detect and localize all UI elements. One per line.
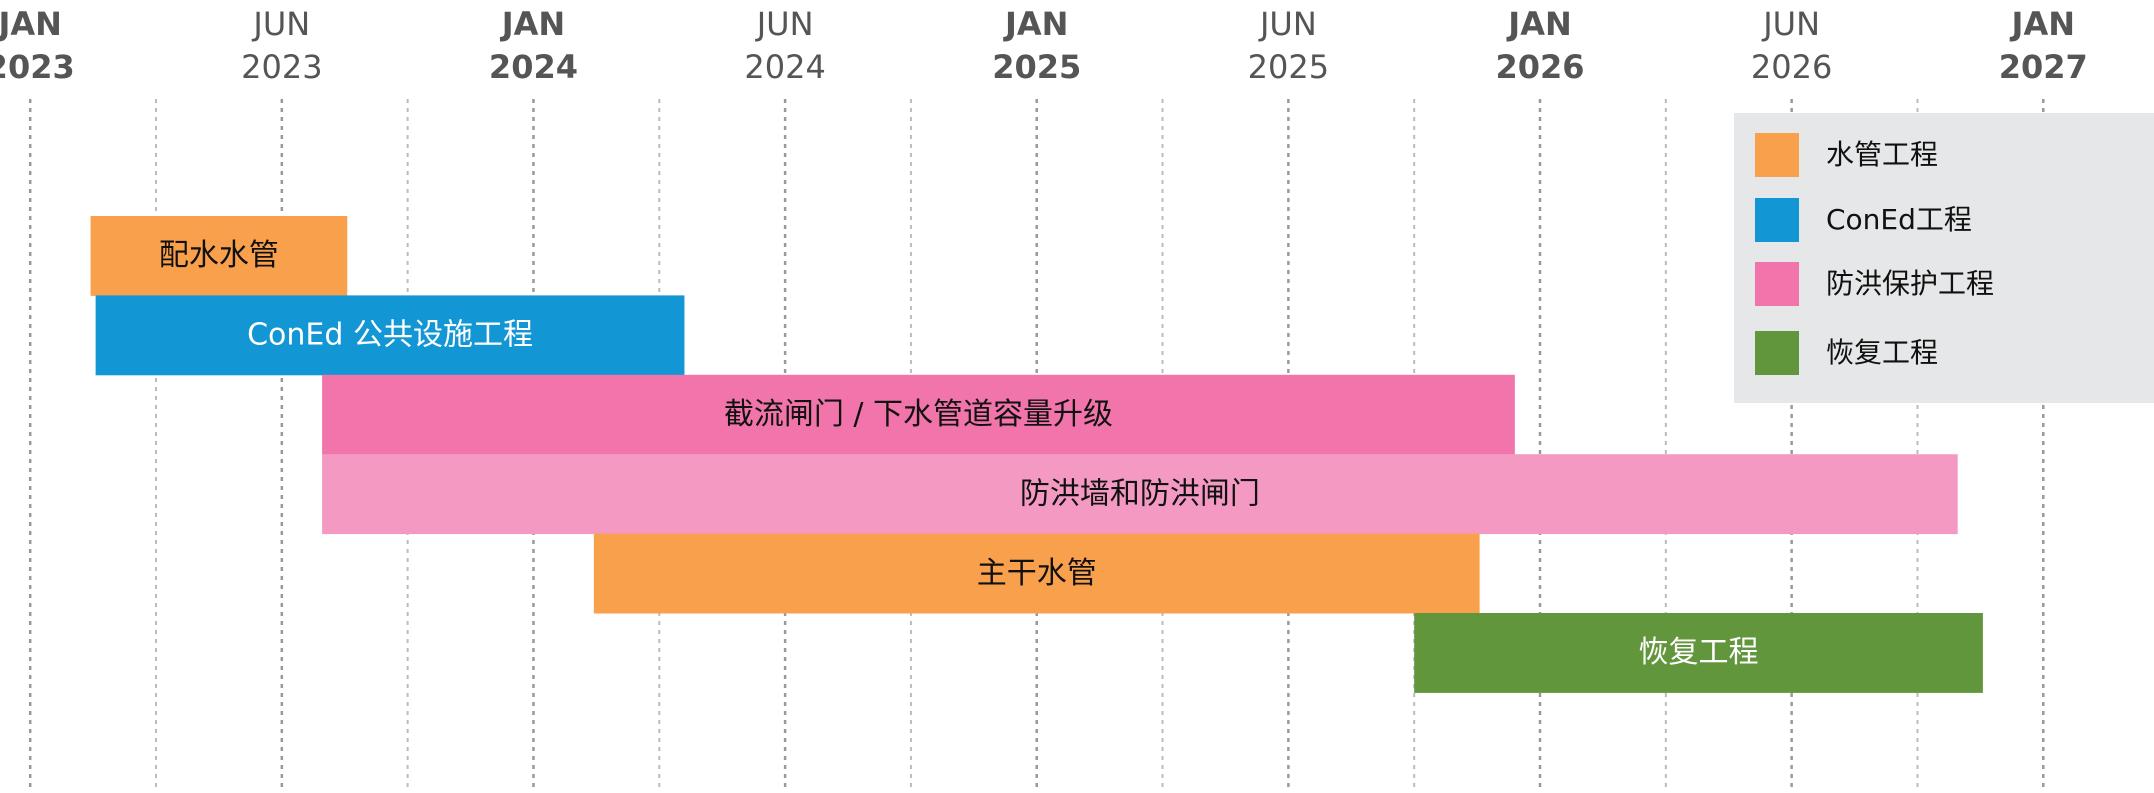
tick-label-line: JAN — [2010, 5, 2075, 43]
legend-label: 防洪保护工程 — [1826, 267, 1994, 300]
task-label: 截流闸门 / 下水管道容量升级 — [724, 397, 1113, 432]
tick-label-line: 2023 — [241, 48, 322, 86]
tick-label-line: 2025 — [1248, 48, 1329, 86]
x-tick-label: JUN 2023 — [241, 5, 322, 86]
x-tick-label: JAN 2026 — [1495, 5, 1584, 86]
tick-label-line: JAN — [500, 5, 565, 43]
tick-label-line: 2026 — [1495, 48, 1584, 86]
task-label: ConEd 公共设施工程 — [247, 318, 533, 353]
legend-swatch — [1755, 133, 1799, 177]
tick-label-line: JUN — [251, 5, 310, 43]
task-label: 主干水管 — [977, 556, 1097, 591]
legend-label: 恢复工程 — [1826, 336, 1938, 369]
legend-swatch — [1755, 331, 1799, 375]
tick-label-line: JUN — [1761, 5, 1820, 43]
legend-label: ConEd工程 — [1826, 203, 1972, 236]
legend-box — [1734, 113, 2154, 403]
task-bar — [1414, 613, 1983, 693]
task-bar — [593, 533, 1480, 614]
tick-label-line: JAN — [1003, 5, 1068, 43]
tick-label-line: 2027 — [1999, 48, 2088, 86]
legend-label: 水管工程 — [1826, 138, 1938, 171]
tick-label-line: JAN — [1506, 5, 1571, 43]
task-label: 防洪墙和防洪闸门 — [1020, 476, 1260, 511]
x-tick-label: JAN 2027 — [1999, 5, 2088, 86]
x-tick-label: JUN 2026 — [1751, 5, 1832, 86]
task-bar — [322, 454, 1958, 535]
legend-swatch — [1755, 198, 1799, 242]
tick-label-line: JUN — [755, 5, 814, 43]
task-bar — [322, 374, 1515, 455]
task-bar — [95, 295, 685, 376]
tick-label-line: 2026 — [1751, 48, 1832, 86]
tick-label-line: 2023 — [0, 48, 75, 86]
x-tick-label: JAN 2023 — [0, 5, 75, 86]
legend-swatch — [1755, 262, 1799, 306]
tick-label-line: 2024 — [489, 48, 578, 86]
x-tick-label: JUN 2024 — [744, 5, 825, 86]
tick-label-line: 2024 — [744, 48, 825, 86]
task-label: 配水水管 — [159, 238, 279, 273]
x-tick-label: JAN 2024 — [489, 5, 578, 86]
tick-label-line: JUN — [1258, 5, 1317, 43]
task-bar — [90, 216, 348, 296]
x-tick-label: JUN 2025 — [1248, 5, 1329, 86]
x-tick-label: JAN 2025 — [992, 5, 1081, 86]
tick-label-line: JAN — [0, 5, 62, 43]
task-label: 恢复工程 — [1639, 635, 1759, 670]
tick-label-line: 2025 — [992, 48, 1081, 86]
